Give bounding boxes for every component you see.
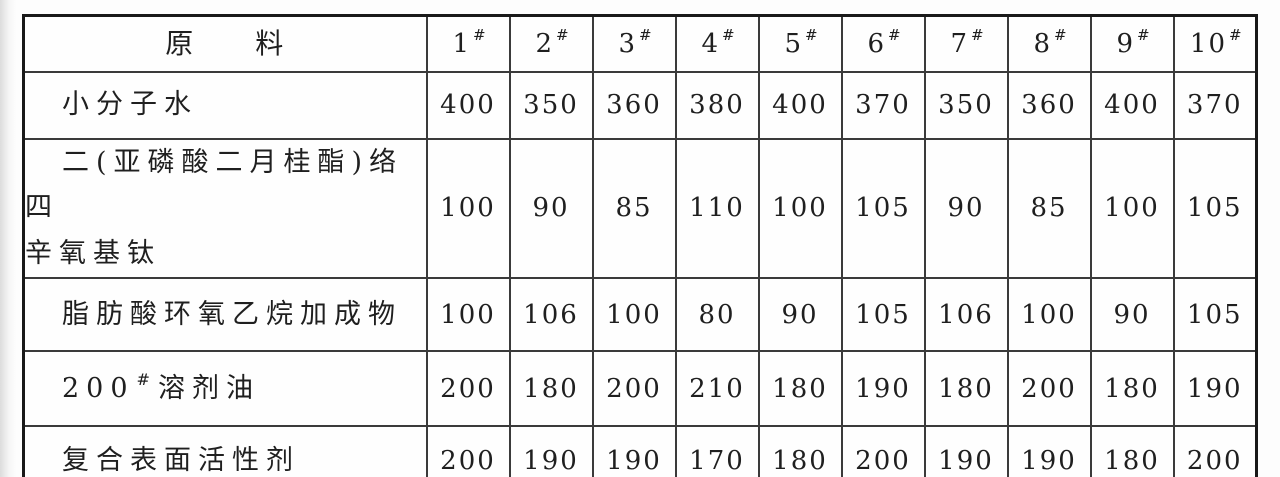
hash-mark: # (887, 26, 901, 45)
column-header-7: 7 # (923, 14, 1009, 73)
column-header-3: 3 # (591, 14, 677, 73)
hash-mark: # (970, 26, 984, 45)
table-cell: 360 (591, 70, 677, 140)
hash-mark: # (804, 26, 818, 45)
table-cell: 190 (1172, 350, 1258, 428)
table-cell: 200 (1172, 425, 1258, 477)
table-row: 小分子水 400 350 360 380 400 370 350 360 400… (22, 70, 1258, 140)
column-header-9: 9 # (1089, 14, 1175, 73)
row-label-water: 小分子水 (22, 70, 428, 140)
table-cell: 105 (840, 137, 926, 280)
table-cell: 100 (591, 277, 677, 353)
table-cell: 200 (591, 350, 677, 428)
table-cell: 190 (591, 425, 677, 477)
table-cell: 370 (840, 70, 926, 140)
row-label-solvent-oil: 200 # 溶剂油 (22, 350, 428, 428)
table-header-row: 原 料 1 # 2 # 3 # 4 # 5 # 6 # 7 # 8 # 9 # 10 # (22, 14, 1258, 73)
hash-mark: # (1136, 26, 1150, 45)
scan-edge-shadow (0, 0, 16, 477)
table-cell: 400 (425, 70, 511, 140)
column-header-8: 8 # (1006, 14, 1092, 73)
formulation-table: 原 料 1 # 2 # 3 # 4 # 5 # 6 # 7 # 8 # 9 # 10 # 小分子水 … (22, 14, 1258, 477)
table-cell: 105 (840, 277, 926, 353)
table-cell: 200 (1006, 350, 1092, 428)
hash-mark: # (1229, 26, 1242, 45)
table-cell: 90 (1089, 277, 1175, 353)
table-cell: 100 (1089, 137, 1175, 280)
table-cell: 85 (1006, 137, 1092, 280)
table-cell: 360 (1006, 70, 1092, 140)
column-header-4: 4 # (674, 14, 760, 73)
table-cell: 400 (757, 70, 843, 140)
hash-mark: # (1053, 26, 1067, 45)
column-header-10: 10 # (1172, 14, 1258, 73)
column-header-5: 5 # (757, 14, 843, 73)
table-cell: 400 (1089, 70, 1175, 140)
hash-mark: # (555, 26, 569, 45)
table-cell: 90 (508, 137, 594, 280)
column-header-2: 2 # (508, 14, 594, 73)
table-cell: 200 (840, 425, 926, 477)
table-cell: 350 (923, 70, 1009, 140)
table-cell: 370 (1172, 70, 1258, 140)
table-cell: 106 (923, 277, 1009, 353)
header-raw-material: 原 料 (22, 14, 428, 73)
table-cell: 110 (674, 137, 760, 280)
table-cell: 190 (508, 425, 594, 477)
table-cell: 180 (1089, 350, 1175, 428)
table-cell: 350 (508, 70, 594, 140)
table-cell: 190 (1006, 425, 1092, 477)
row-label-titanium-chelate: 二(亚磷酸二月桂酯)络四 辛氧基钛 (22, 137, 428, 280)
table-cell: 180 (508, 350, 594, 428)
table-cell: 100 (425, 137, 511, 280)
table-cell: 170 (674, 425, 760, 477)
table-cell: 190 (923, 425, 1009, 477)
hash-mark: # (638, 26, 652, 45)
hash-mark: # (472, 26, 486, 45)
table-cell: 190 (840, 350, 926, 428)
table-cell: 105 (1172, 137, 1258, 280)
table-cell: 100 (757, 137, 843, 280)
table-cell: 210 (674, 350, 760, 428)
table-cell: 180 (757, 425, 843, 477)
table-cell: 105 (1172, 277, 1258, 353)
table-cell: 200 (425, 425, 511, 477)
table-cell: 180 (923, 350, 1009, 428)
row-label-fatty-acid-adduct: 脂肪酸环氧乙烷加成物 (22, 277, 428, 353)
table-row: 复合表面活性剂 200 190 190 170 180 200 190 190 … (22, 425, 1258, 477)
column-header-6: 6 # (840, 14, 926, 73)
hash-mark: # (721, 26, 735, 45)
table-cell: 380 (674, 70, 760, 140)
table-cell: 85 (591, 137, 677, 280)
hash-mark: # (136, 369, 150, 389)
table-cell: 106 (508, 277, 594, 353)
table-row: 脂肪酸环氧乙烷加成物 100 106 100 80 90 105 106 100… (22, 277, 1258, 353)
table-cell: 80 (674, 277, 760, 353)
table-cell: 100 (1006, 277, 1092, 353)
row-label-surfactant: 复合表面活性剂 (22, 425, 428, 477)
table-cell: 100 (425, 277, 511, 353)
table-cell: 180 (757, 350, 843, 428)
table-row: 二(亚磷酸二月桂酯)络四 辛氧基钛 100 90 85 110 100 105 9… (22, 137, 1258, 280)
header-raw-material-label: 原 料 (165, 26, 286, 60)
table-cell: 90 (757, 277, 843, 353)
column-header-1: 1 # (425, 14, 511, 73)
table-cell: 200 (425, 350, 511, 428)
table-row: 200 # 溶剂油 200 180 200 210 180 190 180 200 … (22, 350, 1258, 428)
table-cell: 90 (923, 137, 1009, 280)
table-cell: 180 (1089, 425, 1175, 477)
